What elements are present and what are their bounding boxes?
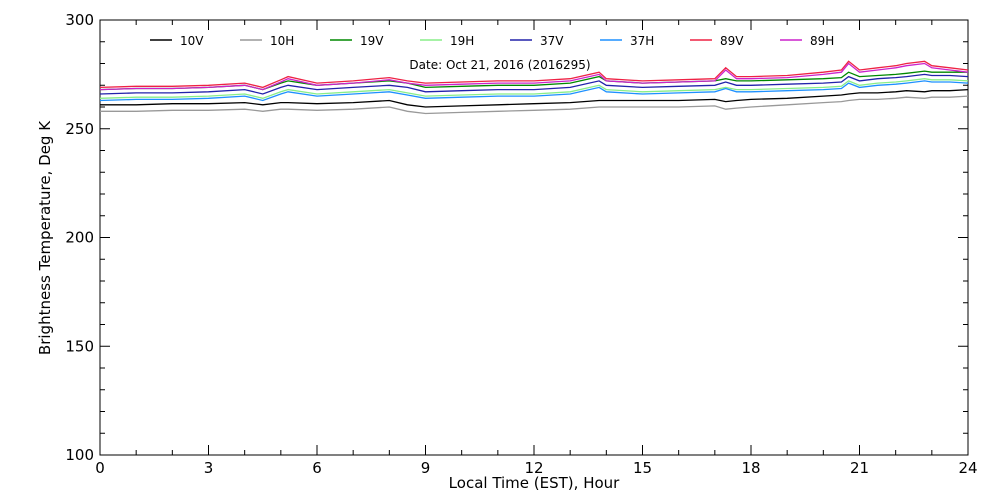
- tick-labels: 0 3 6 9 12 15 18 21 24 100 150 200 250 300: [65, 11, 977, 477]
- y-tick-label: 200: [65, 229, 94, 247]
- x-tick-label: 24: [958, 459, 977, 477]
- y-tick-label: 250: [65, 120, 94, 138]
- series-line-89v: [99, 60, 969, 89]
- legend-label-10v: 10V: [180, 34, 204, 48]
- series-line-10h: [100, 95, 969, 115]
- legend-label-89v: 89V: [720, 34, 744, 48]
- x-tick-label: 15: [633, 459, 652, 477]
- x-tick-label: 3: [204, 459, 214, 477]
- y-tick-label: 300: [65, 11, 94, 29]
- legend-label-37h: 37H: [630, 34, 654, 48]
- y-tick-label: 100: [65, 446, 94, 464]
- x-tick-label: 9: [421, 459, 431, 477]
- x-tick-label: 0: [95, 459, 105, 477]
- series-line-37h: [99, 80, 969, 102]
- x-axis-title: Local Time (EST), Hour: [449, 474, 620, 492]
- y-tick-label: 150: [65, 337, 94, 355]
- legend-label-19h: 19H: [450, 34, 474, 48]
- legend-label-10h: 10H: [270, 34, 294, 48]
- x-tick-label: 21: [850, 459, 869, 477]
- axis-ticks: [99, 19, 969, 456]
- date-annotation: Date: Oct 21, 2016 (2016295): [409, 58, 590, 72]
- legend-label-89h: 89H: [810, 34, 834, 48]
- x-tick-label: 6: [312, 459, 322, 477]
- legend: 10V 10H 19V 19H 37V 37H 89V 89H: [150, 34, 834, 48]
- legend-label-19v: 19V: [360, 34, 384, 48]
- series-line-37v: [99, 73, 969, 95]
- series-lines: [99, 60, 969, 115]
- series-line-19h: [99, 78, 969, 99]
- series-line-89h: [99, 62, 969, 91]
- x-tick-label: 12: [524, 459, 543, 477]
- legend-label-37v: 37V: [540, 34, 564, 48]
- x-tick-label: 18: [741, 459, 760, 477]
- series-line-10v: [100, 88, 969, 108]
- y-axis-title: Brightness Temperature, Deg K: [36, 120, 54, 355]
